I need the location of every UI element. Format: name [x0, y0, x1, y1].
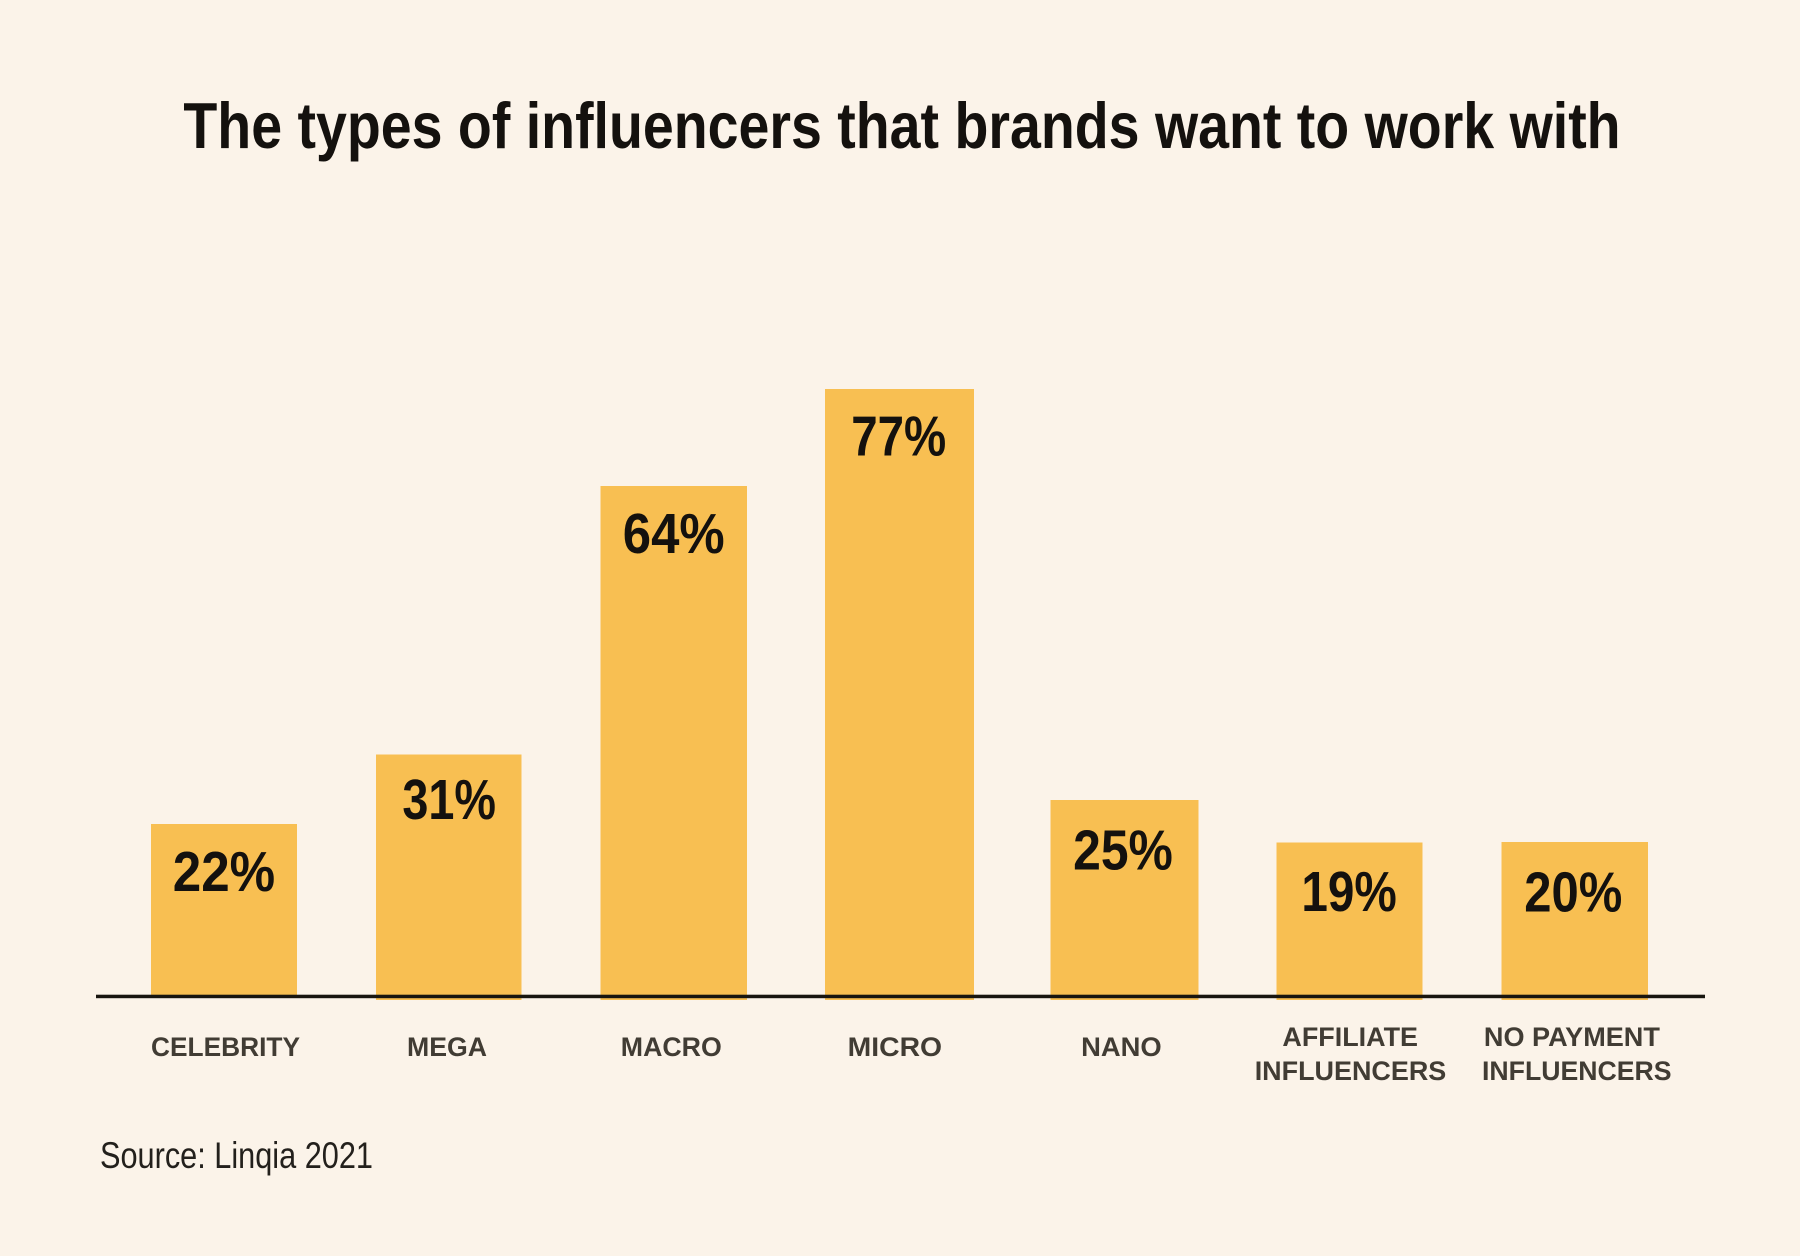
svg-text:19%: 19%	[1301, 860, 1396, 923]
svg-text:MACRO: MACRO	[621, 1032, 722, 1062]
svg-text:INFLUENCERS: INFLUENCERS	[1482, 1056, 1672, 1086]
svg-text:INFLUENCERS: INFLUENCERS	[1255, 1056, 1447, 1086]
svg-text:25%: 25%	[1073, 818, 1173, 881]
svg-text:CELEBRITY: CELEBRITY	[151, 1032, 300, 1062]
svg-text:AFFILIATE: AFFILIATE	[1282, 1022, 1418, 1052]
svg-text:20%: 20%	[1524, 861, 1622, 924]
svg-text:The types of influencers that: The types of influencers that brands wan…	[183, 89, 1620, 162]
svg-text:77%: 77%	[851, 405, 946, 468]
svg-text:MICRO: MICRO	[848, 1032, 942, 1062]
svg-text:MEGA: MEGA	[407, 1032, 487, 1062]
svg-text:Source: Linqia 2021: Source: Linqia 2021	[100, 1135, 373, 1176]
svg-text:22%: 22%	[173, 840, 275, 903]
svg-text:31%: 31%	[402, 768, 496, 831]
svg-text:64%: 64%	[623, 502, 725, 565]
svg-text:NO PAYMENT: NO PAYMENT	[1484, 1022, 1661, 1052]
svg-text:NANO: NANO	[1081, 1032, 1162, 1062]
